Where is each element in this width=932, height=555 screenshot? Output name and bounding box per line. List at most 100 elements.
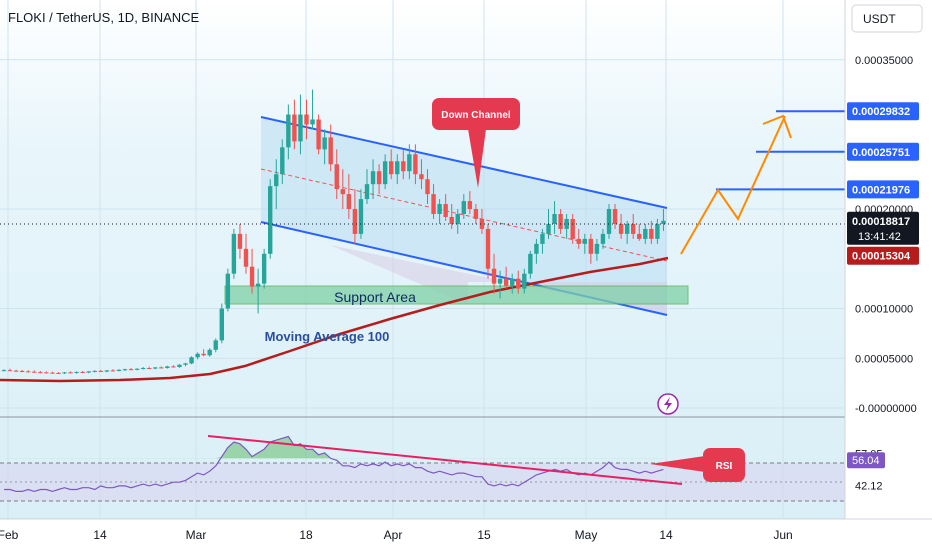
candle-body bbox=[552, 214, 557, 224]
moving-average-100-line bbox=[0, 256, 669, 383]
candle-body bbox=[237, 233, 243, 249]
price-level-label: 0.00021976 bbox=[852, 184, 910, 196]
rsi-callout: RSI bbox=[650, 448, 745, 482]
candle-body bbox=[443, 204, 448, 217]
candle-body bbox=[219, 308, 224, 341]
candle-body bbox=[376, 171, 382, 185]
price-level-label: 0.00025751 bbox=[852, 147, 910, 159]
candle-body bbox=[268, 186, 273, 254]
last-price-box bbox=[847, 211, 919, 245]
candle-body bbox=[485, 228, 491, 269]
candlesticks bbox=[1, 89, 666, 374]
candle-body bbox=[510, 278, 515, 286]
lightning-icon[interactable] bbox=[657, 393, 679, 415]
candle-body bbox=[7, 370, 13, 372]
moving-average-value-label: 0.00015304 bbox=[852, 251, 911, 263]
candle-body bbox=[86, 371, 91, 373]
candle-body bbox=[274, 174, 279, 187]
rsi-tick-label: 42.12 bbox=[855, 481, 883, 493]
candle-body bbox=[661, 220, 666, 224]
channel-upper-line bbox=[260, 116, 668, 209]
candle-body bbox=[540, 233, 545, 244]
candle-body bbox=[116, 369, 122, 371]
candle-body bbox=[183, 363, 188, 365]
candle-body bbox=[304, 114, 309, 125]
candle-body bbox=[171, 366, 176, 368]
countdown-label: 13:41:42 bbox=[858, 231, 901, 243]
candle-body bbox=[425, 179, 430, 195]
candle-body bbox=[44, 372, 49, 374]
time-tick-label: 15 bbox=[477, 528, 491, 542]
price-tick-label: -0.00000000 bbox=[855, 403, 917, 415]
moving-average-100-path bbox=[0, 256, 669, 383]
time-tick-label: Apr bbox=[384, 528, 403, 542]
support-area-label: Support Area bbox=[334, 289, 416, 305]
candle-body bbox=[606, 209, 612, 234]
time-tick-label: 18 bbox=[299, 528, 313, 542]
candle-body bbox=[449, 216, 454, 224]
candle-body bbox=[195, 353, 200, 358]
candle-body bbox=[413, 154, 418, 175]
candle-body bbox=[316, 119, 321, 150]
projection-arrowhead bbox=[762, 114, 792, 139]
candle-body bbox=[624, 223, 630, 234]
rsi-line bbox=[4, 435, 664, 493]
time-axis[interactable] bbox=[0, 519, 932, 550]
price-tick-label: 0.00010000 bbox=[855, 304, 913, 316]
candle-body bbox=[588, 238, 594, 254]
candle-body bbox=[249, 266, 255, 287]
price-projection-path bbox=[680, 114, 792, 255]
down-channel-label: Down Channel bbox=[441, 110, 511, 121]
candle-body bbox=[564, 218, 569, 229]
candle-body bbox=[32, 371, 37, 373]
candle-body bbox=[56, 372, 61, 374]
candle-body bbox=[340, 189, 345, 195]
candle-body bbox=[298, 114, 303, 142]
price-level-box bbox=[847, 142, 919, 161]
candle-body bbox=[243, 248, 249, 267]
candle-body bbox=[358, 199, 364, 234]
candle-body bbox=[322, 137, 327, 150]
candle-body bbox=[201, 353, 206, 356]
candle-body bbox=[401, 161, 406, 172]
candle-body bbox=[19, 370, 25, 372]
candle-body bbox=[92, 370, 97, 372]
candle-body bbox=[231, 233, 237, 274]
support-area-box bbox=[224, 285, 689, 305]
candle-body bbox=[437, 204, 442, 214]
candle-body bbox=[570, 218, 575, 239]
candle-body bbox=[189, 357, 194, 364]
candle-body bbox=[13, 370, 19, 372]
candle-body bbox=[328, 137, 333, 165]
price-tick-label: 0.00005000 bbox=[855, 353, 913, 365]
candle-body bbox=[104, 370, 110, 372]
candle-body bbox=[582, 238, 587, 244]
candle-body bbox=[467, 201, 473, 210]
candle-body bbox=[612, 209, 618, 224]
candle-body bbox=[310, 119, 315, 125]
candle-body bbox=[491, 268, 497, 284]
candle-body bbox=[255, 283, 261, 287]
candle-body bbox=[382, 161, 388, 185]
candle-body bbox=[479, 218, 485, 229]
candle-body bbox=[594, 243, 600, 254]
candle-body bbox=[522, 273, 527, 289]
candle-body bbox=[528, 253, 533, 274]
candle-body bbox=[370, 171, 376, 185]
currency-button-label: USDT bbox=[863, 12, 896, 26]
currency-button[interactable] bbox=[851, 4, 923, 33]
candle-body bbox=[140, 368, 146, 370]
candle-body bbox=[395, 161, 400, 175]
candle-body bbox=[292, 114, 297, 142]
candle-body bbox=[618, 223, 624, 234]
candle-body bbox=[213, 340, 218, 350]
callout-pointer bbox=[468, 129, 486, 188]
rsi-callout-box bbox=[703, 448, 745, 482]
candle-body bbox=[261, 253, 267, 284]
callout-box bbox=[432, 98, 520, 130]
candle-body bbox=[364, 184, 370, 200]
candle-body bbox=[62, 372, 67, 374]
candle-body bbox=[286, 114, 291, 148]
